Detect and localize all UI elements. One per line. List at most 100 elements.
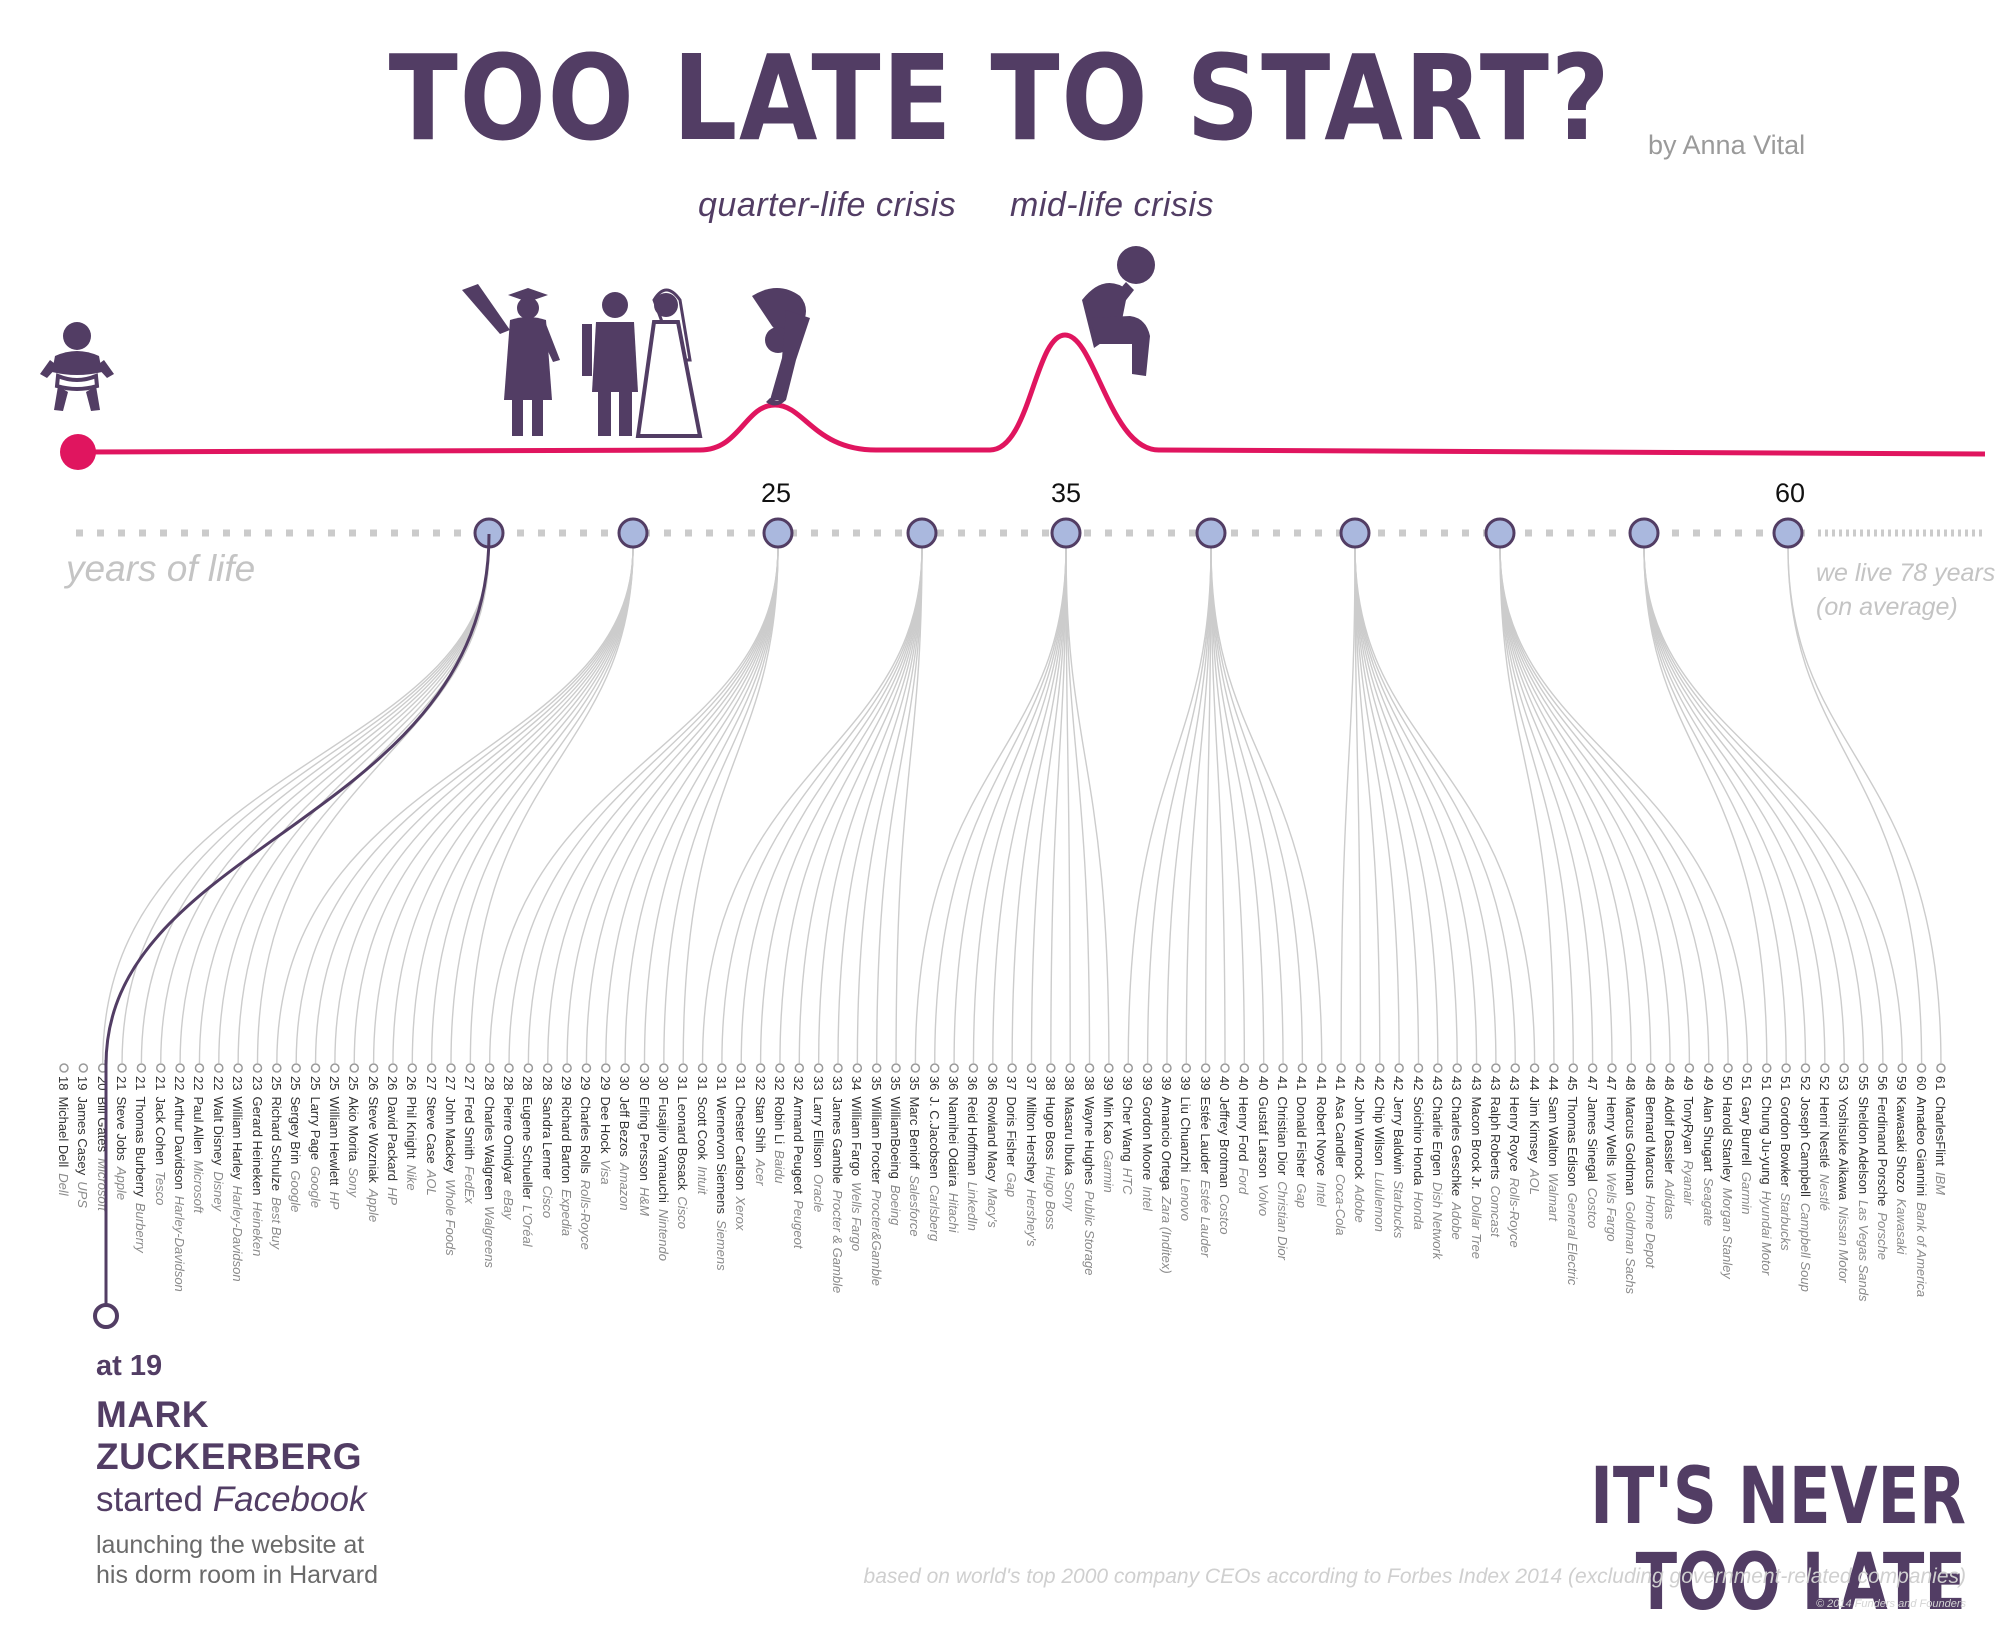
founder-curve bbox=[837, 546, 923, 1064]
founder-marker bbox=[1336, 1063, 1346, 1073]
founder-marker bbox=[1762, 1063, 1772, 1073]
founder-name: Pierre Omidyar bbox=[501, 1096, 517, 1184]
founder-name: Leonard Bosack bbox=[675, 1096, 691, 1191]
founder-age: 47 bbox=[1584, 1076, 1600, 1091]
zuckerberg-curve bbox=[104, 533, 491, 1066]
founder-age: 32 bbox=[752, 1076, 768, 1091]
founder-marker bbox=[1800, 1063, 1811, 1073]
founder-company: Bank of America bbox=[1913, 1202, 1929, 1298]
founder-marker bbox=[1200, 1063, 1211, 1073]
founder-curve bbox=[1030, 546, 1067, 1064]
founder-company: Starbucks bbox=[1778, 1192, 1794, 1251]
founder-company: L'Oréal bbox=[520, 1205, 536, 1247]
founder-age: 52 bbox=[1797, 1076, 1813, 1091]
founder-company: Visa bbox=[597, 1159, 613, 1185]
founder-name: Gustaf Larson bbox=[1255, 1096, 1271, 1179]
founder-marker bbox=[310, 1063, 321, 1073]
founder-marker bbox=[1297, 1063, 1308, 1073]
founder-age: 39 bbox=[1197, 1076, 1213, 1091]
founder-age: 41 bbox=[1275, 1076, 1291, 1091]
founder-name: Asa Candler bbox=[1333, 1096, 1349, 1169]
founder-curve bbox=[992, 546, 1067, 1064]
founder-label: 51 Chung Ju-yung Hyundai Motor bbox=[1759, 1076, 1774, 1275]
founder-marker bbox=[988, 1063, 998, 1073]
graduate-icon bbox=[462, 284, 560, 436]
founder-marker bbox=[1317, 1063, 1327, 1073]
founder-curve bbox=[1643, 546, 1768, 1064]
founder-label: 49 Alan Shugart Seagate bbox=[1701, 1076, 1716, 1226]
founder-label: 25Akio MoritaSony bbox=[346, 1076, 361, 1197]
founder-age: 60 bbox=[1913, 1076, 1929, 1091]
founder-name: James Sinegal bbox=[1584, 1096, 1600, 1182]
founder-marker bbox=[1587, 1063, 1598, 1073]
founder-curve bbox=[489, 546, 779, 1064]
age-node bbox=[1772, 517, 1804, 549]
founder-age: 39 bbox=[1158, 1076, 1174, 1091]
founder-company: Google bbox=[288, 1170, 304, 1213]
founder-age: 41 bbox=[1313, 1076, 1329, 1091]
founder-curve bbox=[276, 546, 634, 1064]
founder-name: Milton Hershey bbox=[1023, 1096, 1039, 1184]
founder-label: 30 Fusajiro Yamauchi Nintendo bbox=[656, 1076, 671, 1261]
founder-curve bbox=[1185, 546, 1212, 1064]
founder-company: LinkedIn bbox=[965, 1181, 981, 1231]
founder-age: 51 bbox=[1739, 1076, 1755, 1091]
founder-curve bbox=[972, 546, 1067, 1064]
founder-name: Sheldon Adelson bbox=[1855, 1096, 1871, 1195]
founder-company: Costco bbox=[1584, 1187, 1600, 1229]
founder-name: Jeffrey Brotman bbox=[1217, 1096, 1232, 1188]
founder-curve bbox=[817, 546, 923, 1064]
founder-age: 31 bbox=[675, 1076, 691, 1091]
founder-label: 22Walt DisneyDisney bbox=[211, 1076, 226, 1211]
founder-age: 40 bbox=[1236, 1076, 1252, 1091]
founder-name: CharlesFlint bbox=[1932, 1096, 1948, 1166]
founder-marker bbox=[1858, 1063, 1869, 1073]
highlight-started: started Facebook bbox=[96, 1480, 366, 1520]
founder-name: Armand Peugeot bbox=[791, 1096, 807, 1195]
founder-label: 33 James Gamble Procter & Gamble bbox=[830, 1076, 845, 1293]
founder-company: Lenovo bbox=[1178, 1178, 1194, 1222]
founder-marker bbox=[1626, 1063, 1637, 1073]
founder-curve bbox=[1127, 546, 1212, 1064]
founder-company: Cisco bbox=[675, 1196, 691, 1229]
founder-label: 32 Robin Li Baidu bbox=[772, 1076, 787, 1183]
founder-label: 43 Ralph Roberts Comcast bbox=[1488, 1076, 1503, 1237]
founder-curve bbox=[1643, 546, 1865, 1064]
founder-label: 29 Dee Hock Visa bbox=[598, 1076, 613, 1185]
founder-company: Cisco bbox=[539, 1185, 555, 1219]
founder-label: 59 Kawasaki Shozo Kawasaki bbox=[1894, 1076, 1909, 1254]
founder-curve bbox=[934, 546, 1067, 1064]
founder-label: 42 Soichiro Honda Honda bbox=[1411, 1076, 1426, 1230]
founder-marker bbox=[484, 1063, 495, 1073]
founder-name: Charles Rolls bbox=[578, 1096, 594, 1174]
founder-label: 43 Charles Geschke Adobe bbox=[1449, 1076, 1464, 1240]
copyright-note: © 2014 Funders and Founders bbox=[1816, 1598, 1966, 1610]
founder-curve bbox=[256, 546, 490, 1064]
founder-company: Carlsberg bbox=[926, 1184, 942, 1242]
source-note: based on world's top 2000 company CEOs a… bbox=[863, 1565, 1966, 1588]
founder-company: Acer bbox=[752, 1158, 768, 1186]
founder-name: Jerry Baldwin bbox=[1391, 1096, 1407, 1175]
founder-age: 44 bbox=[1545, 1076, 1561, 1091]
founder-marker bbox=[1607, 1063, 1617, 1073]
years-of-life-label: years of life bbox=[66, 548, 256, 589]
founder-curve bbox=[1499, 546, 1555, 1064]
founder-age: 39 bbox=[1100, 1076, 1116, 1091]
founder-marker bbox=[601, 1063, 611, 1073]
founder-name: Dee Hock bbox=[597, 1096, 613, 1154]
founder-name: John Warnock bbox=[1352, 1096, 1368, 1180]
founder-name: Gerard Heineken bbox=[249, 1096, 265, 1196]
founder-name: Alan Shugart bbox=[1700, 1096, 1716, 1172]
founder-name: Richard Barton bbox=[559, 1096, 575, 1184]
founder-name: Marc Benioff bbox=[907, 1096, 923, 1170]
highlight-desc-line1: launching the website at bbox=[96, 1531, 365, 1559]
founder-name: Henry Wells bbox=[1604, 1096, 1619, 1167]
founder-name: Fred Smith bbox=[462, 1096, 478, 1161]
founder-company: Expedia bbox=[559, 1189, 575, 1237]
founder-marker bbox=[175, 1063, 185, 1073]
founder-marker bbox=[504, 1063, 514, 1073]
founder-label: 38 Hugo Boss Hugo Boss bbox=[1043, 1076, 1058, 1230]
founder-company: Rolls-Royce bbox=[578, 1179, 594, 1250]
founder-age: 50 bbox=[1720, 1076, 1736, 1091]
founder-name: Sergey Brin bbox=[288, 1096, 304, 1165]
